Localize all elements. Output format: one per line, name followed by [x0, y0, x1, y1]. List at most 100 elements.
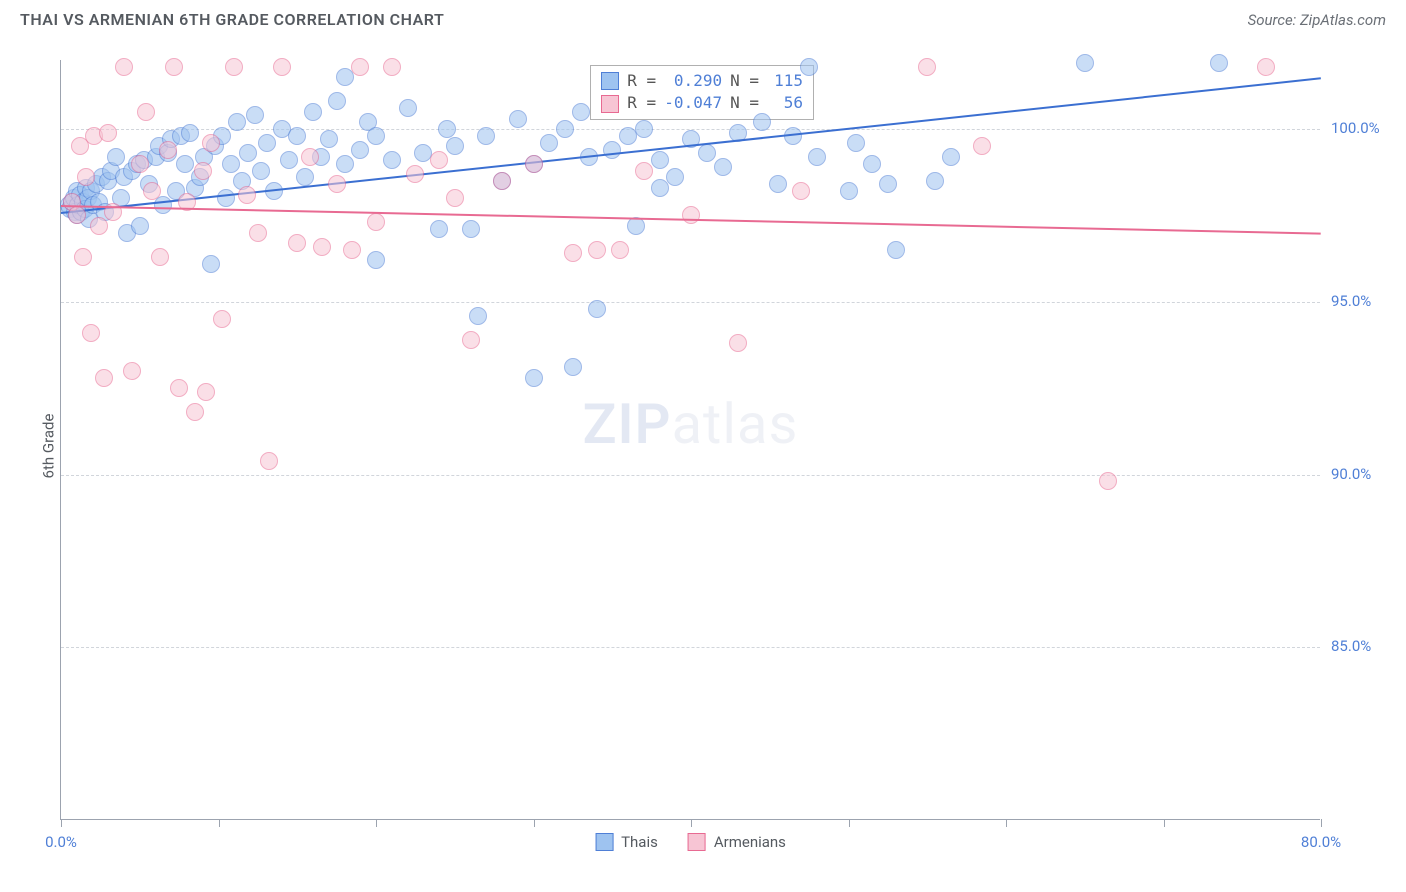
data-point-thai	[383, 151, 401, 169]
data-point-armenian	[82, 324, 100, 342]
data-point-armenian	[682, 206, 700, 224]
data-point-thai	[556, 120, 574, 138]
data-point-armenian	[197, 383, 215, 401]
data-point-thai	[879, 175, 897, 193]
data-point-thai	[942, 148, 960, 166]
data-point-thai	[328, 92, 346, 110]
data-point-thai	[258, 134, 276, 152]
data-point-armenian	[165, 58, 183, 76]
data-point-armenian	[611, 241, 629, 259]
data-point-thai	[603, 141, 621, 159]
data-point-thai	[651, 151, 669, 169]
data-point-armenian	[77, 168, 95, 186]
data-point-thai	[525, 369, 543, 387]
legend-r-label: R =	[627, 70, 656, 92]
legend-bottom-item-thai: Thais	[595, 833, 658, 851]
data-point-thai	[246, 106, 264, 124]
data-point-thai	[1076, 54, 1094, 72]
data-point-armenian	[95, 369, 113, 387]
data-point-armenian	[273, 58, 291, 76]
data-point-armenian	[1257, 58, 1275, 76]
data-point-thai	[800, 58, 818, 76]
data-point-armenian	[249, 224, 267, 242]
data-point-thai	[714, 158, 732, 176]
legend-bottom: ThaisArmenians	[595, 833, 786, 851]
data-point-armenian	[68, 206, 86, 224]
data-point-thai	[438, 120, 456, 138]
data-point-thai	[367, 127, 385, 145]
data-point-thai	[477, 127, 495, 145]
grid-line-h	[61, 302, 1320, 303]
data-point-armenian	[301, 148, 319, 166]
data-point-armenian	[328, 175, 346, 193]
data-point-thai	[462, 220, 480, 238]
data-point-thai	[863, 155, 881, 173]
data-point-thai	[280, 151, 298, 169]
x-tick	[1321, 819, 1322, 827]
data-point-thai	[635, 120, 653, 138]
legend-swatch-armenian	[601, 95, 619, 113]
data-point-armenian	[170, 379, 188, 397]
data-point-thai	[181, 124, 199, 142]
data-point-thai	[336, 155, 354, 173]
data-point-thai	[469, 307, 487, 325]
data-point-armenian	[137, 103, 155, 121]
source-attribution: Source: ZipAtlas.com	[1248, 11, 1386, 29]
data-point-thai	[1210, 54, 1228, 72]
data-point-thai	[367, 251, 385, 269]
data-point-armenian	[973, 137, 991, 155]
x-tick	[534, 819, 535, 827]
data-point-armenian	[792, 182, 810, 200]
x-tick	[1006, 819, 1007, 827]
data-point-armenian	[74, 248, 92, 266]
data-point-armenian	[186, 403, 204, 421]
y-tick-label: 85.0%	[1331, 637, 1371, 655]
grid-line-h	[61, 647, 1320, 648]
data-point-thai	[808, 148, 826, 166]
data-point-thai	[509, 110, 527, 128]
data-point-thai	[131, 217, 149, 235]
x-tick	[61, 819, 62, 827]
data-point-thai	[926, 172, 944, 190]
y-tick-label: 95.0%	[1331, 292, 1371, 310]
data-point-armenian	[90, 217, 108, 235]
data-point-thai	[540, 134, 558, 152]
data-point-armenian	[406, 165, 424, 183]
x-tick	[1164, 819, 1165, 827]
legend-r-label: R =	[627, 92, 656, 114]
data-point-armenian	[99, 124, 117, 142]
data-point-thai	[202, 255, 220, 273]
data-point-thai	[107, 148, 125, 166]
data-point-thai	[847, 134, 865, 152]
data-point-armenian	[588, 241, 606, 259]
data-point-armenian	[313, 238, 331, 256]
data-point-armenian	[446, 189, 464, 207]
data-point-thai	[288, 127, 306, 145]
legend-bottom-swatch-thai	[595, 833, 613, 851]
data-point-thai	[698, 144, 716, 162]
legend-inset: R =0.290N =115R =-0.047N =56	[590, 65, 814, 120]
data-point-armenian	[143, 182, 161, 200]
legend-bottom-swatch-armenian	[688, 833, 706, 851]
x-tick	[849, 819, 850, 827]
data-point-thai	[351, 141, 369, 159]
data-point-armenian	[238, 186, 256, 204]
data-point-thai	[769, 175, 787, 193]
x-tick	[219, 819, 220, 827]
data-point-thai	[446, 137, 464, 155]
data-point-thai	[228, 113, 246, 131]
data-point-armenian	[918, 58, 936, 76]
data-point-thai	[296, 168, 314, 186]
data-point-armenian	[1099, 472, 1117, 490]
legend-n-value: 115	[767, 70, 803, 92]
data-point-armenian	[123, 362, 141, 380]
data-point-thai	[336, 68, 354, 86]
data-point-armenian	[194, 162, 212, 180]
data-point-thai	[651, 179, 669, 197]
x-tick-label: 80.0%	[1301, 833, 1341, 851]
data-point-thai	[564, 358, 582, 376]
data-point-armenian	[383, 58, 401, 76]
data-point-armenian	[343, 241, 361, 259]
data-point-armenian	[635, 162, 653, 180]
data-point-armenian	[367, 213, 385, 231]
